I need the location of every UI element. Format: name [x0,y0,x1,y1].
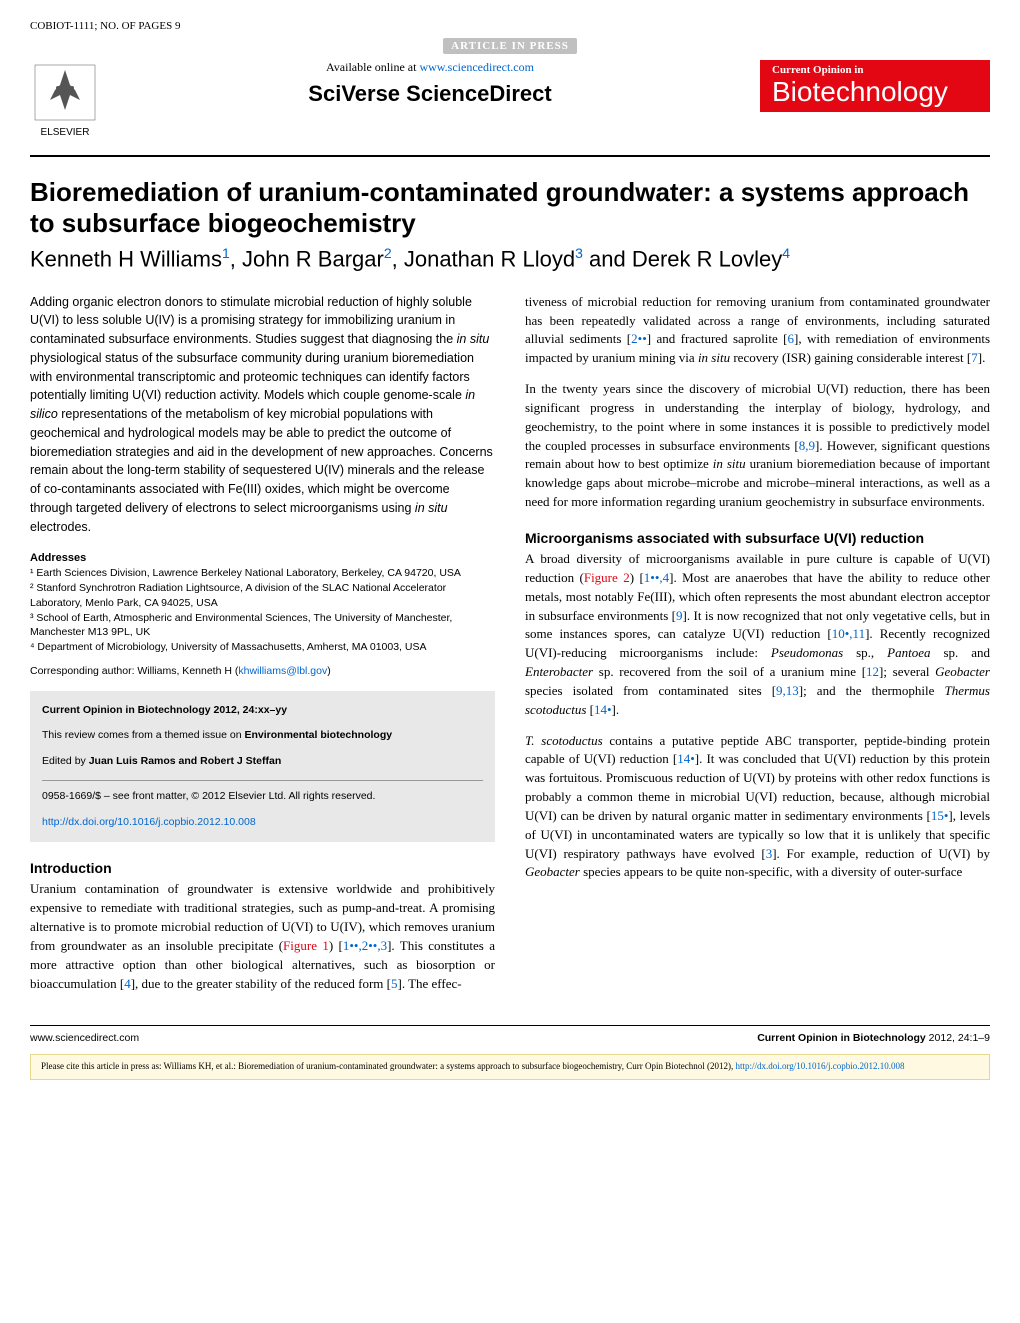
addresses-list: ¹ Earth Sciences Division, Lawrence Berk… [30,566,495,654]
journal-badge: Current Opinion in Biotechnology [760,60,990,112]
article-id: COBIOT-1111; NO. OF PAGES 9 [30,20,180,32]
badge-top: Current Opinion in [772,64,978,76]
intro-paragraph-1: Uranium contamination of groundwater is … [30,880,495,993]
micro-paragraph-2: T. scotoductus contains a putative pepti… [525,732,990,883]
corresponding-author: Corresponding author: Williams, Kenneth … [30,665,495,677]
intro-heading: Introduction [30,860,495,876]
microorganisms-heading: Microorganisms associated with subsurfac… [525,530,990,546]
micro-paragraph-1: A broad diversity of microorganisms avai… [525,550,990,720]
footer-left: www.sciencedirect.com [30,1032,139,1044]
footer-right: Current Opinion in Biotechnology 2012, 2… [757,1032,990,1044]
infobox-copyright: 0958-1669/$ – see front matter, © 2012 E… [42,789,483,805]
article-in-press-badge: ARTICLE IN PRESS [443,38,577,54]
col2-paragraph-2: In the twenty years since the discovery … [525,380,990,512]
doi-link[interactable]: http://dx.doi.org/10.1016/j.copbio.2012.… [42,816,256,828]
infobox-citation: Current Opinion in Biotechnology 2012, 2… [42,704,287,716]
badge-bottom: Biotechnology [772,76,978,108]
abstract: Adding organic electron donors to stimul… [30,293,495,537]
article-id-row: COBIOT-1111; NO. OF PAGES 9 [30,20,990,32]
col2-paragraph-1: tiveness of microbial reduction for remo… [525,293,990,368]
svg-text:ELSEVIER: ELSEVIER [41,127,90,138]
corresponding-email[interactable]: khwilliams@lbl.gov [238,665,327,677]
citation-footer: Please cite this article in press as: Wi… [30,1054,990,1080]
addresses-heading: Addresses [30,552,495,564]
article-info-box: Current Opinion in Biotechnology 2012, 2… [30,691,495,843]
journal-header: ELSEVIER Available online at www.science… [30,60,990,157]
sciverse-brand: SciVerse ScienceDirect [100,81,760,107]
page-footer: www.sciencedirect.com Current Opinion in… [30,1025,990,1044]
citation-doi-link[interactable]: http://dx.doi.org/10.1016/j.copbio.2012.… [735,1061,904,1071]
available-online: Available online at www.sciencedirect.co… [100,60,760,75]
sciencedirect-link[interactable]: www.sciencedirect.com [419,60,534,74]
article-title: Bioremediation of uranium-contaminated g… [30,177,990,239]
elsevier-logo: ELSEVIER [30,60,100,145]
article-authors: Kenneth H Williams1, John R Bargar2, Jon… [30,245,990,272]
